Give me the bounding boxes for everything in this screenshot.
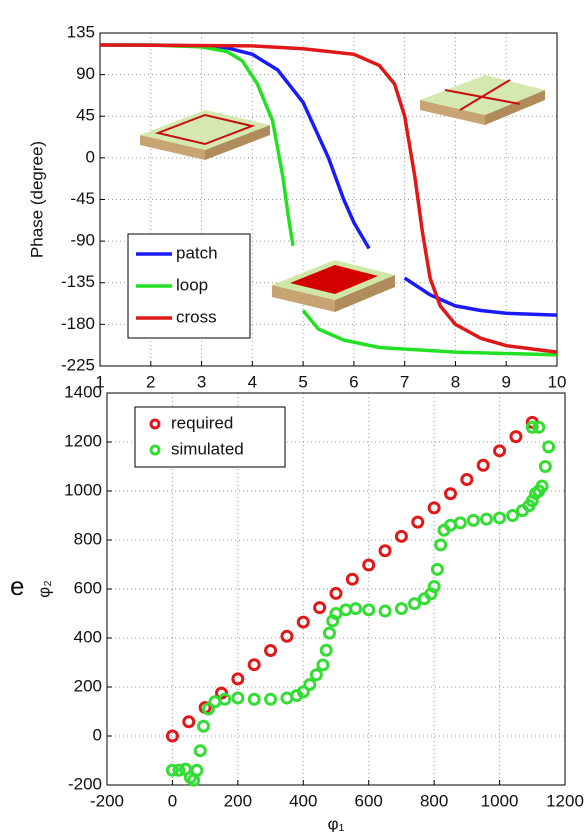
bottom-chart: -200 0 200 400 600 800 1000 1200 -200 0 200 400 600 8…: [34, 382, 583, 832]
y-tick-label: -225: [61, 355, 95, 374]
x-tick-label: 1200: [546, 791, 584, 810]
legend-label: simulated: [171, 439, 244, 458]
y-axis-label: Phase (degree): [27, 141, 46, 258]
legend-label: patch: [176, 243, 218, 262]
y-tick-label: 90: [76, 64, 95, 83]
legend-label: required: [171, 413, 233, 432]
y-axis-label: φ₂: [34, 580, 53, 598]
x-tick-label: 5: [298, 372, 307, 391]
x-tick-label: 4: [248, 372, 257, 391]
figure: e 1234567891013590450-45-90-135-180-225L…: [0, 0, 585, 832]
y-tick-label: 200: [74, 676, 102, 695]
y-tick-label: -180: [61, 314, 95, 333]
x-tick-label: 3: [197, 372, 206, 391]
y-tick-label: 135: [67, 22, 95, 41]
y-tick-label: 1000: [64, 480, 102, 499]
x-tick-label: 6: [349, 372, 358, 391]
x-tick-label: 600: [355, 791, 383, 810]
y-tick-label: -135: [61, 272, 95, 291]
x-tick-label: 10: [548, 372, 567, 391]
y-tick-label: 0: [93, 725, 102, 744]
y-tick-label: -200: [68, 774, 102, 793]
x-tick-label: 9: [501, 372, 510, 391]
y-tick-label: 1400: [64, 382, 102, 401]
x-tick-label: 400: [289, 791, 317, 810]
x-axis-label: φ₁: [328, 814, 345, 832]
y-tick-label: 1200: [64, 431, 102, 450]
x-tick-label: 8: [451, 372, 460, 391]
y-tick-label: 0: [86, 147, 95, 166]
y-tick-label: 600: [74, 578, 102, 597]
x-tick-label: -200: [90, 791, 124, 810]
y-tick-label: 45: [76, 106, 95, 125]
side-text: e: [10, 571, 24, 601]
x-tick-label: 1000: [481, 791, 519, 810]
x-tick-label: 2: [146, 372, 155, 391]
x-tick-label: 800: [420, 791, 448, 810]
y-tick-label: 400: [74, 627, 102, 646]
legend-label: loop: [176, 275, 208, 294]
legend-label: cross: [176, 307, 217, 326]
y-tick-label: -90: [70, 231, 95, 250]
x-tick-label: 0: [168, 791, 177, 810]
y-tick-label: -45: [70, 189, 95, 208]
x-tick-label: 7: [400, 372, 409, 391]
x-tick-label: 200: [224, 791, 252, 810]
y-tick-label: 800: [74, 529, 102, 548]
